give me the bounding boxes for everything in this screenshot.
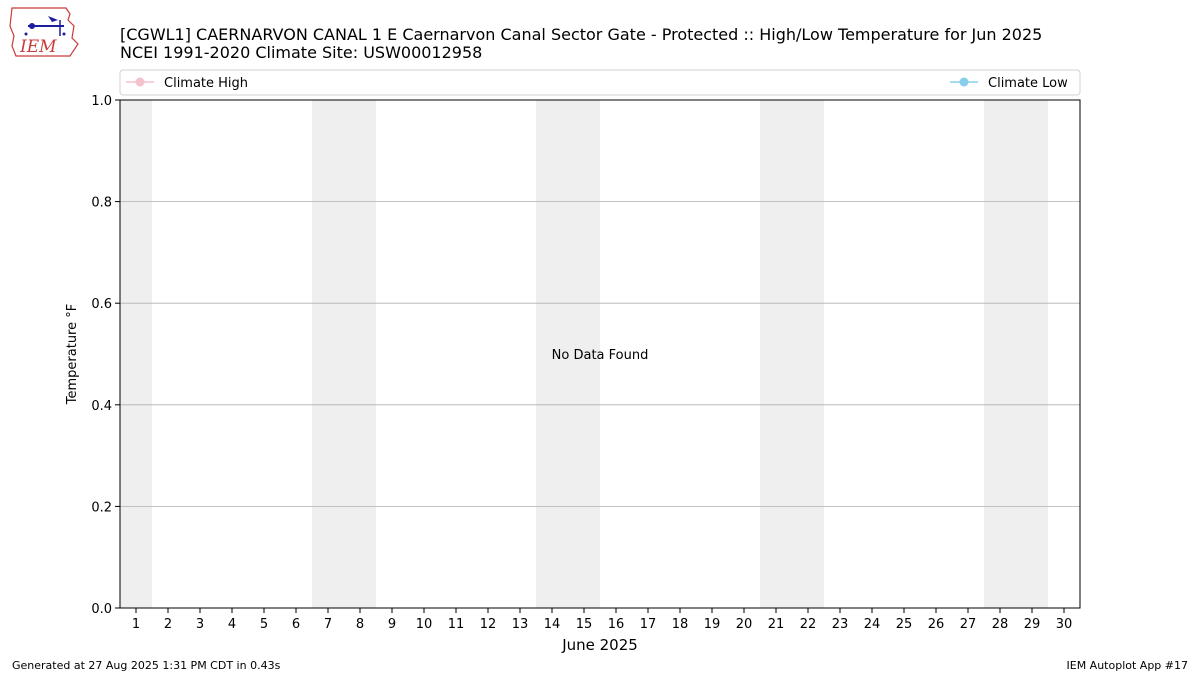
- x-tick-label: 7: [324, 617, 332, 632]
- weekend-band-4: [984, 100, 1048, 608]
- logo-text: IEM: [19, 37, 57, 57]
- x-tick-label: 11: [448, 617, 465, 632]
- x-tick-label: 2: [164, 617, 172, 632]
- x-tick-label: 20: [736, 617, 753, 632]
- x-tick-label: 14: [544, 617, 561, 632]
- x-tick-label: 16: [608, 617, 625, 632]
- weekend-shading: [120, 100, 1048, 608]
- weekend-band-2: [536, 100, 600, 608]
- x-tick-label: 27: [960, 617, 977, 632]
- x-axis-ticks: 1 2 3 4 5 6 7 8 9 10 11 12 13 14 15 16 17 18 19 20 21 22 23 24 2…: [132, 608, 1072, 632]
- x-tick-label: 25: [896, 617, 913, 632]
- legend-entry-1: Climate Low: [950, 76, 1068, 91]
- x-tick-label: 30: [1056, 617, 1073, 632]
- x-tick-label: 26: [928, 617, 945, 632]
- x-tick-label: 12: [480, 617, 497, 632]
- x-tick-label: 24: [864, 617, 881, 632]
- legend-label-0: Climate High: [164, 76, 248, 91]
- autoplot-app-label: IEM Autoplot App #17: [1066, 659, 1189, 672]
- grid-lines: [120, 201, 1080, 507]
- x-tick-label: 8: [356, 617, 364, 632]
- x-tick-label: 18: [672, 617, 689, 632]
- x-tick-label: 22: [800, 617, 817, 632]
- y-tick-label: 0.0: [91, 602, 112, 617]
- x-tick-label: 19: [704, 617, 721, 632]
- weekend-band-3: [760, 100, 824, 608]
- legend: Climate High Climate Low: [119, 69, 1081, 96]
- y-axis-ticks: 0.0 0.2 0.4 0.6 0.8 1.0: [91, 94, 120, 617]
- x-tick-label: 13: [512, 617, 529, 632]
- x-tick-label: 17: [640, 617, 657, 632]
- x-tick-label: 9: [388, 617, 396, 632]
- weekend-band-1: [312, 100, 376, 608]
- no-data-annotation: No Data Found: [552, 348, 649, 363]
- chart-subtitle: NCEI 1991-2020 Climate Site: USW00012958: [120, 43, 483, 62]
- x-tick-label: 4: [228, 617, 236, 632]
- x-tick-label: 1: [132, 617, 140, 632]
- x-axis-label: June 2025: [561, 636, 638, 654]
- legend-entry-0: Climate High: [126, 76, 248, 91]
- y-tick-label: 0.8: [91, 196, 112, 211]
- x-tick-label: 28: [992, 617, 1009, 632]
- y-tick-label: 1.0: [91, 94, 112, 109]
- y-axis-label: Temperature °F: [65, 304, 80, 405]
- x-tick-label: 29: [1024, 617, 1041, 632]
- x-tick-label: 3: [196, 617, 204, 632]
- x-tick-label: 10: [416, 617, 433, 632]
- x-tick-label: 15: [576, 617, 593, 632]
- x-tick-label: 5: [260, 617, 268, 632]
- y-tick-label: 0.2: [91, 500, 112, 515]
- generated-timestamp: Generated at 27 Aug 2025 1:31 PM CDT in …: [12, 659, 281, 672]
- weekend-band-0: [120, 100, 152, 608]
- plot-frame: [119, 99, 1081, 609]
- legend-label-1: Climate Low: [988, 76, 1068, 91]
- y-tick-label: 0.6: [91, 297, 112, 312]
- iem-logo: IEM: [9, 7, 79, 57]
- x-tick-label: 6: [292, 617, 300, 632]
- y-tick-label: 0.4: [91, 399, 112, 414]
- x-tick-label: 21: [768, 617, 785, 632]
- x-tick-label: 23: [832, 617, 849, 632]
- legend-box: [119, 69, 1081, 96]
- chart-title: [CGWL1] CAERNARVON CANAL 1 E Caernarvon …: [120, 25, 1043, 44]
